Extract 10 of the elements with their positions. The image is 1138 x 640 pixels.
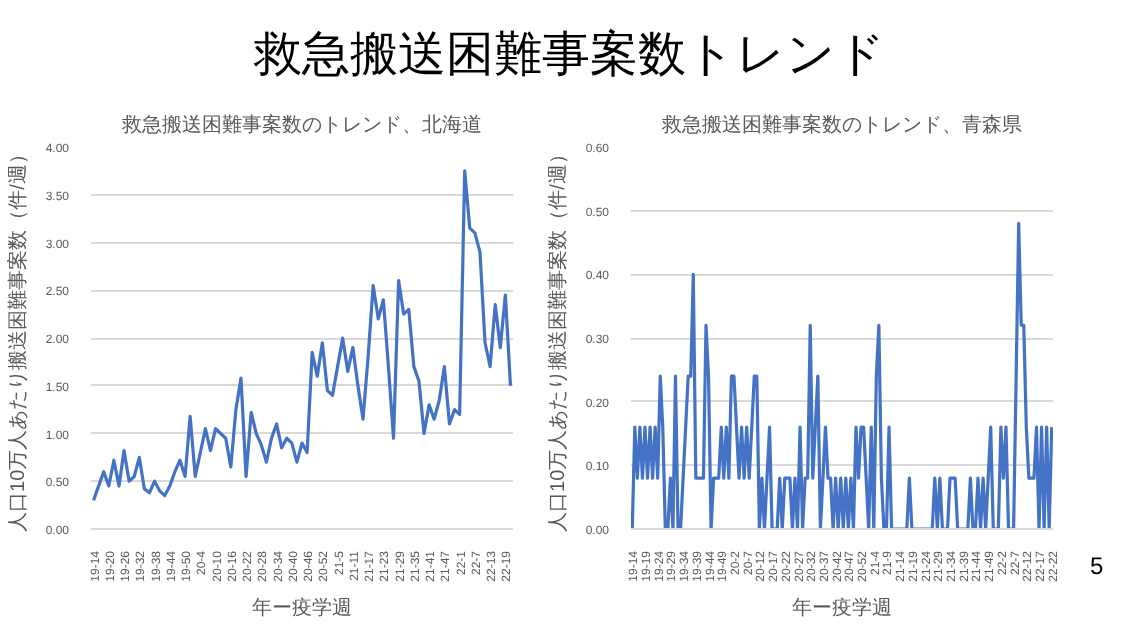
- y-axis-title: 人口10万人あたり搬送困難事案数（件/週）: [545, 144, 570, 532]
- chart-title: 救急搬送困難事案数のトレンド、青森県: [660, 113, 1022, 137]
- text: 5: [1090, 550, 1104, 584]
- text: 救急搬送困難事案数トレンド: [254, 26, 886, 86]
- x-axis-title: 年ー疫学週: [792, 595, 892, 620]
- x-axis-title: 年ー疫学週: [252, 595, 352, 620]
- line-series: [91, 169, 513, 502]
- chart-title: 救急搬送困難事案数のトレンド、北海道: [120, 113, 482, 137]
- line-series: [631, 221, 1053, 529]
- y-axis-title: 人口10万人あたり搬送困難事案数（件/週）: [5, 144, 30, 532]
